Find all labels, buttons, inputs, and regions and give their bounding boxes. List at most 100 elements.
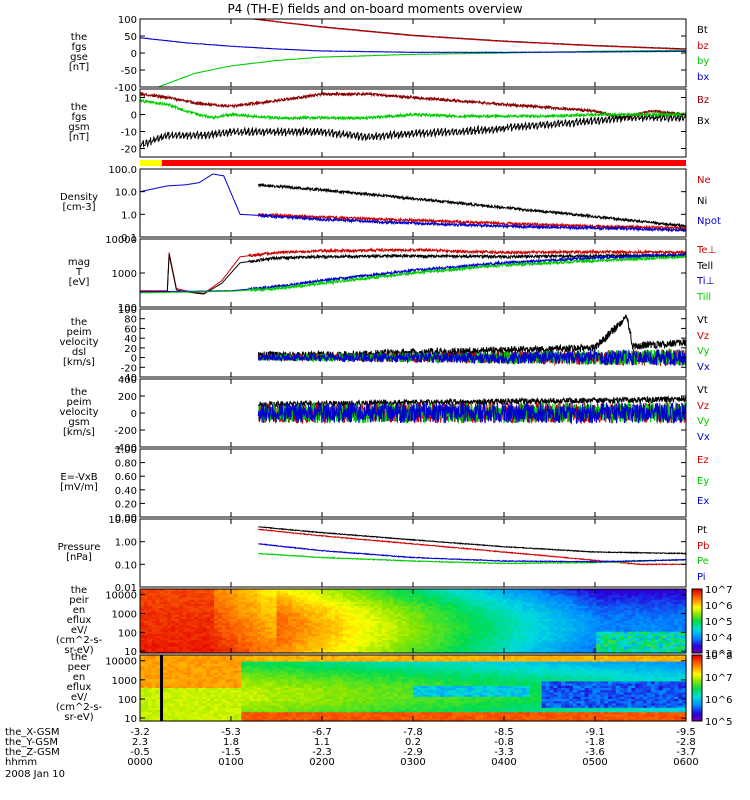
spectrogram-cell — [331, 589, 336, 592]
spectrogram-cell — [288, 608, 293, 611]
spectrogram-cell — [268, 599, 274, 603]
spectrogram-cell — [171, 718, 176, 722]
spectrogram-cell — [565, 595, 570, 599]
spectrogram-cell — [553, 638, 558, 641]
spectrogram-cell — [397, 648, 402, 652]
spectrogram-cell — [436, 591, 441, 594]
y-tick-label: 0 — [131, 354, 137, 365]
spectrogram-cell — [611, 614, 617, 618]
spectrogram-cell — [194, 608, 200, 611]
spectrogram-cell — [522, 650, 527, 654]
spectrogram-cell — [354, 648, 359, 652]
spectrogram-cell — [666, 629, 671, 633]
spectrogram-cell — [198, 640, 203, 643]
spectrogram-cell — [237, 625, 242, 628]
spectrogram-cell — [167, 666, 172, 669]
spectrogram-cell — [268, 650, 274, 654]
spectrogram-cell — [260, 591, 266, 594]
spectrogram-cell — [420, 631, 426, 635]
spectrogram-cell — [171, 668, 176, 671]
spectrogram-cell — [280, 631, 285, 635]
spectrogram-cell — [572, 612, 578, 616]
spectrogram-cell — [143, 603, 149, 607]
spectrogram-cell — [413, 610, 418, 614]
spectrogram-cell — [179, 648, 184, 652]
spectrogram-cell — [253, 595, 258, 599]
spectrogram-cell — [140, 712, 145, 715]
spectrogram-cell — [233, 650, 239, 654]
spectrogram-cell — [366, 618, 371, 622]
spectrogram-cell — [565, 612, 570, 616]
spectrogram-cell — [448, 593, 453, 596]
spectrogram-cell — [409, 603, 414, 607]
spectrogram-cell — [296, 591, 301, 594]
spectrogram-cell — [401, 644, 406, 648]
spectrogram-cell — [666, 625, 671, 628]
spectrogram-cell — [467, 625, 473, 628]
spectrogram-cell — [678, 650, 683, 654]
spectrogram-cell — [440, 623, 445, 626]
spectrogram-cell — [249, 612, 254, 616]
spectrogram-cell — [260, 642, 266, 646]
spectrogram-cell — [253, 640, 258, 643]
y-tick-label: 1.00 — [115, 538, 137, 549]
spectrogram-cell — [381, 610, 387, 614]
spectrogram-cell — [171, 597, 176, 601]
spectrogram-cell — [198, 616, 203, 620]
spectrogram-cell — [440, 621, 445, 624]
spectrogram-cell — [354, 625, 359, 628]
spectrogram-cell — [409, 635, 414, 639]
spectrogram-cell — [424, 629, 430, 633]
spectrogram-cell — [409, 627, 414, 631]
spectrogram-cell — [214, 616, 219, 620]
spectrogram-cell — [608, 633, 613, 637]
spectrogram-cell — [167, 610, 172, 614]
spectrogram-cell — [420, 629, 426, 633]
spectrogram-cell — [498, 606, 504, 609]
spectrogram-cell — [561, 593, 566, 596]
spectrogram-cell — [299, 618, 305, 622]
spectrogram-cell — [553, 591, 558, 594]
spectrogram-cell — [526, 648, 531, 652]
spectrogram-cell — [284, 629, 289, 633]
spectrogram-cell — [510, 593, 515, 596]
spectrogram-cell — [401, 608, 406, 611]
spectrogram-cell — [151, 679, 157, 682]
series-line-Ne — [257, 212, 686, 231]
spectrogram-cell — [475, 621, 480, 624]
spectrogram-cell — [179, 685, 184, 689]
spectrogram-cell — [202, 631, 207, 635]
spectrogram-cell — [288, 621, 293, 624]
spectrogram-cell — [627, 646, 632, 650]
spectrogram-cell — [631, 595, 636, 599]
spectrogram-cell — [510, 610, 515, 614]
spectrogram-cell — [233, 589, 239, 592]
spectrogram-cell — [658, 603, 664, 607]
spectrogram-cell — [257, 648, 262, 652]
spectrogram-cell — [401, 614, 406, 618]
spectrogram-cell — [584, 640, 590, 643]
spectrogram-cell — [541, 625, 547, 628]
spectrogram-cell — [370, 593, 375, 596]
spectrogram-cell — [471, 610, 476, 614]
spectrogram-cell — [151, 688, 157, 691]
spectrogram-cell — [463, 646, 469, 650]
spectrogram-cell — [194, 683, 200, 687]
spectrogram-cell — [221, 599, 227, 603]
peim_dsl-frame — [139, 308, 687, 378]
spectrogram-cell — [253, 601, 258, 605]
spectrogram-cell — [436, 610, 441, 614]
spectrogram-cell — [615, 608, 621, 611]
spectrogram-cell — [448, 603, 453, 607]
spectrogram-cell — [296, 623, 301, 626]
spectrogram-cell — [155, 703, 161, 707]
spectrogram-cell — [210, 642, 215, 646]
spectrogram-cell — [210, 633, 215, 637]
spectrogram-cell — [565, 623, 570, 626]
spectrogram-cell — [631, 633, 636, 637]
spectrogram-cell — [580, 614, 586, 618]
spectrogram-cell — [510, 595, 515, 599]
spectrogram-cell — [518, 638, 523, 641]
spectrogram-cell — [526, 610, 531, 614]
spectrogram-cell — [436, 608, 441, 611]
